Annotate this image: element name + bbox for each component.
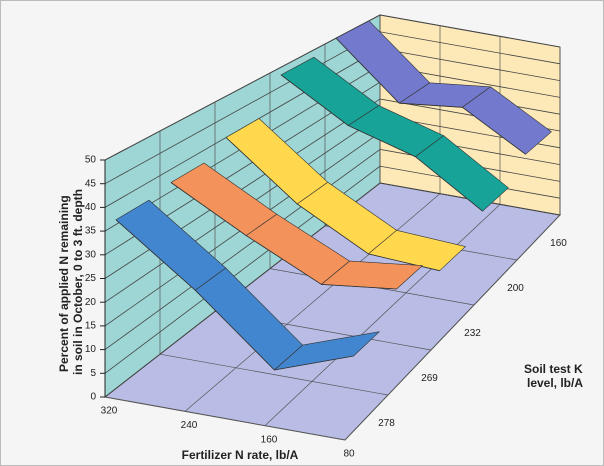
y-axis-title: Percent of applied N remaining in soil i… <box>57 189 85 375</box>
y-axis-title-line: in soil in October, 0 to 3 ft. depth <box>71 189 85 375</box>
y-tick-label: 10 <box>85 344 97 355</box>
z-tick-label: 160 <box>550 238 567 249</box>
ribbon-edge <box>170 182 397 290</box>
y-tick-label: 40 <box>85 202 97 213</box>
y-tick-label: 20 <box>85 297 97 308</box>
z-axis-title-line: level, lb/A <box>527 376 583 390</box>
ribbon-edge <box>280 74 483 212</box>
grid-line <box>104 14 561 161</box>
y-tick-label: 15 <box>85 321 97 332</box>
z-tick-label: 232 <box>464 328 481 339</box>
z-tick-label: 269 <box>421 373 438 384</box>
ribbon-edge <box>115 219 354 371</box>
y-tick-label: 0 <box>90 392 96 403</box>
y-tick-label: 5 <box>90 368 96 379</box>
y-tick-label: 45 <box>85 178 97 189</box>
x-tick-label: 80 <box>343 449 355 460</box>
y-tick-label: 25 <box>85 273 97 284</box>
x-tick-label: 320 <box>101 406 118 417</box>
floor-grid-line <box>159 353 389 396</box>
x-axis-title: Fertilizer N rate, lb/A <box>182 448 299 462</box>
plot: 0 5 10 15 20 25 30 35 40 45 50 320 240 160 80 160 200 232… <box>85 14 567 460</box>
z-tick-label: 200 <box>507 283 524 294</box>
floor-grid-line <box>344 214 561 441</box>
floor-grid-line <box>184 193 441 412</box>
y-axis-title-line: Percent of applied N remaining <box>57 195 71 372</box>
y-tick-label: 50 <box>85 155 97 166</box>
ribbon-edge <box>225 137 440 272</box>
y-tick-label: 30 <box>85 249 97 260</box>
x-tick-label: 160 <box>261 434 278 445</box>
ribbon-edge <box>335 37 526 155</box>
floor-grid-line <box>104 396 346 441</box>
z-axis-title: Soil test K level, lb/A <box>524 362 586 390</box>
x-tick-label: 240 <box>181 420 198 431</box>
z-axis-title-line: Soil test K <box>524 362 583 376</box>
grid-line <box>104 182 561 398</box>
floor-grid-line <box>264 204 501 426</box>
z-tick-label: 278 <box>378 418 395 429</box>
y-tick-label: 35 <box>85 226 97 237</box>
